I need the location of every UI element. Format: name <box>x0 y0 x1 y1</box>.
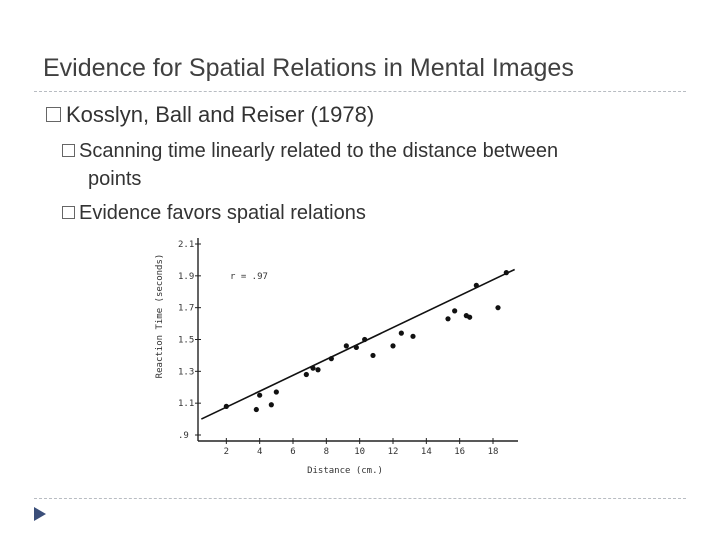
x-axis-label: Distance (cm.) <box>307 466 383 476</box>
correlation-annotation: r = .97 <box>230 272 268 282</box>
data-point <box>370 352 376 359</box>
data-point <box>257 392 263 398</box>
x-tick-label: 16 <box>454 447 465 457</box>
data-point <box>328 356 334 362</box>
footer-rule <box>34 498 686 499</box>
data-point <box>410 333 416 339</box>
x-tick-label: 10 <box>354 447 365 457</box>
y-tick-label: 1.9 <box>178 272 194 282</box>
data-point <box>473 282 479 288</box>
box-bullet-icon <box>62 144 75 157</box>
chart-axes <box>197 238 518 442</box>
data-point <box>223 403 229 409</box>
data-point <box>362 336 368 343</box>
x-tick-label: 2 <box>224 447 229 457</box>
y-tick-label: 1.3 <box>178 367 194 377</box>
data-point <box>390 343 396 349</box>
data-point <box>467 314 473 320</box>
triangle-arrow-icon[interactable] <box>33 506 47 522</box>
box-bullet-icon <box>62 206 75 219</box>
y-tick-label: 2.1 <box>178 240 194 250</box>
y-axis-label: Reaction Time (seconds) <box>155 254 165 379</box>
x-tick-label: 14 <box>421 447 432 457</box>
y-tick-label: 1.7 <box>178 304 194 314</box>
data-point <box>452 308 458 314</box>
sub-bullet-scanning: Scanning time linearly related to the di… <box>62 140 558 163</box>
data-point <box>310 365 316 371</box>
sub-bullet-evidence: Evidence favors spatial relations <box>62 202 366 225</box>
y-tick-label: 1.1 <box>178 399 194 409</box>
x-tick-label: 6 <box>290 447 295 457</box>
y-tick-label: 1.5 <box>178 336 194 346</box>
regression-line <box>200 268 516 420</box>
data-point <box>503 270 509 276</box>
data-point <box>315 367 321 373</box>
data-point <box>445 316 451 322</box>
bullet-kosslyn: Kosslyn, Ball and Reiser (1978) <box>46 102 374 128</box>
title-rule <box>34 91 686 92</box>
bullet-kosslyn-text: Kosslyn, Ball and Reiser (1978) <box>66 102 375 127</box>
x-tick-label: 8 <box>324 447 329 457</box>
x-tick-label: 18 <box>488 447 499 457</box>
chart-points <box>223 270 509 413</box>
slide-title: Evidence for Spatial Relations in Mental… <box>43 54 574 82</box>
scatter-chart: .9 1.1 1.3 1.5 1.7 1.9 2.1 2 4 6 8 10 12 14 16 18 React… <box>155 238 518 476</box>
box-bullet-icon <box>46 107 61 122</box>
data-point <box>343 343 349 349</box>
data-point <box>253 406 259 413</box>
data-point <box>273 389 279 395</box>
data-point <box>353 344 359 351</box>
sub-bullet-scanning-text: Scanning time linearly related to the di… <box>79 140 559 162</box>
data-point <box>268 402 274 408</box>
data-point <box>398 330 404 336</box>
chart-ticks: .9 1.1 1.3 1.5 1.7 1.9 2.1 2 4 6 8 10 12 14 16 18 <box>178 240 498 457</box>
sub-bullet-evidence-text: Evidence favors spatial relations <box>79 202 366 224</box>
sub-bullet-scanning-cont: points <box>88 168 142 190</box>
y-tick-label: .9 <box>178 431 189 441</box>
data-point <box>495 305 501 311</box>
chart-fit-line-group <box>200 268 516 420</box>
x-tick-label: 4 <box>257 447 262 457</box>
x-tick-label: 12 <box>388 447 399 457</box>
data-point <box>303 371 309 378</box>
